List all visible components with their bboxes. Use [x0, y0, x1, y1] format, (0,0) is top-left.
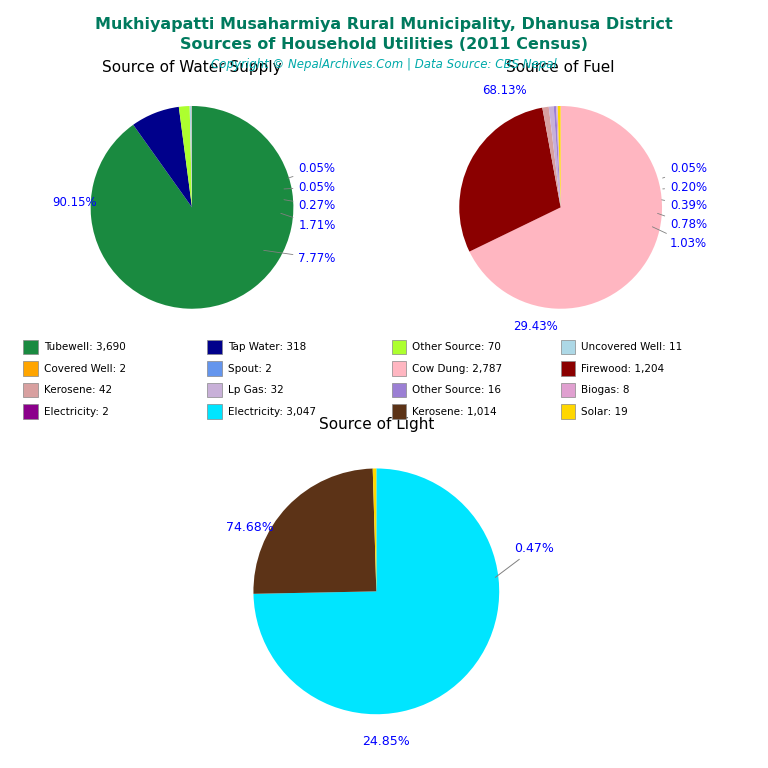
Text: 1.03%: 1.03% — [652, 227, 707, 250]
Wedge shape — [253, 468, 376, 594]
Text: 29.43%: 29.43% — [513, 320, 558, 333]
Text: 0.78%: 0.78% — [657, 214, 707, 231]
Text: Sources of Household Utilities (2011 Census): Sources of Household Utilities (2011 Cen… — [180, 37, 588, 52]
Wedge shape — [548, 106, 561, 207]
Wedge shape — [469, 106, 662, 309]
Text: Firewood: 1,204: Firewood: 1,204 — [581, 363, 664, 374]
Text: 0.27%: 0.27% — [284, 199, 336, 212]
Title: Source of Fuel: Source of Fuel — [506, 61, 615, 75]
Wedge shape — [372, 468, 376, 591]
Text: Biogas: 8: Biogas: 8 — [581, 385, 630, 396]
Wedge shape — [179, 106, 192, 207]
Wedge shape — [556, 106, 561, 207]
Text: Solar: 19: Solar: 19 — [581, 406, 628, 417]
Wedge shape — [558, 106, 561, 207]
Text: 68.13%: 68.13% — [482, 84, 527, 98]
Text: 74.68%: 74.68% — [227, 521, 274, 534]
Text: Mukhiyapatti Musaharmiya Rural Municipality, Dhanusa District: Mukhiyapatti Musaharmiya Rural Municipal… — [95, 17, 673, 32]
Text: Kerosene: 42: Kerosene: 42 — [44, 385, 112, 396]
Text: Lp Gas: 32: Lp Gas: 32 — [228, 385, 284, 396]
Text: Electricity: 2: Electricity: 2 — [44, 406, 108, 417]
Text: Covered Well: 2: Covered Well: 2 — [44, 363, 126, 374]
Wedge shape — [558, 106, 561, 207]
Text: Other Source: 70: Other Source: 70 — [412, 342, 502, 353]
Text: 24.85%: 24.85% — [362, 735, 410, 748]
Text: 0.47%: 0.47% — [495, 542, 554, 578]
Text: 7.77%: 7.77% — [263, 250, 336, 264]
Wedge shape — [91, 106, 293, 309]
Text: 0.20%: 0.20% — [663, 180, 707, 194]
Wedge shape — [542, 107, 561, 207]
Text: Uncovered Well: 11: Uncovered Well: 11 — [581, 342, 683, 353]
Text: Tubewell: 3,690: Tubewell: 3,690 — [44, 342, 125, 353]
Title: Source of Water Supply: Source of Water Supply — [102, 61, 282, 75]
Text: Spout: 2: Spout: 2 — [228, 363, 272, 374]
Text: Other Source: 16: Other Source: 16 — [412, 385, 502, 396]
Wedge shape — [253, 468, 499, 714]
Wedge shape — [190, 106, 192, 207]
Text: 0.05%: 0.05% — [663, 162, 707, 178]
Text: 0.05%: 0.05% — [288, 162, 336, 178]
Text: Electricity: 3,047: Electricity: 3,047 — [228, 406, 316, 417]
Text: 0.05%: 0.05% — [284, 180, 336, 194]
Wedge shape — [133, 107, 192, 207]
Text: Cow Dung: 2,787: Cow Dung: 2,787 — [412, 363, 502, 374]
Title: Source of Light: Source of Light — [319, 418, 434, 432]
Wedge shape — [459, 108, 561, 252]
Text: Copyright © NepalArchives.Com | Data Source: CBS Nepal: Copyright © NepalArchives.Com | Data Sou… — [211, 58, 557, 71]
Text: 0.39%: 0.39% — [662, 199, 707, 212]
Text: Tap Water: 318: Tap Water: 318 — [228, 342, 306, 353]
Text: Kerosene: 1,014: Kerosene: 1,014 — [412, 406, 497, 417]
Wedge shape — [554, 106, 561, 207]
Text: 90.15%: 90.15% — [52, 196, 97, 209]
Text: 1.71%: 1.71% — [281, 214, 336, 232]
